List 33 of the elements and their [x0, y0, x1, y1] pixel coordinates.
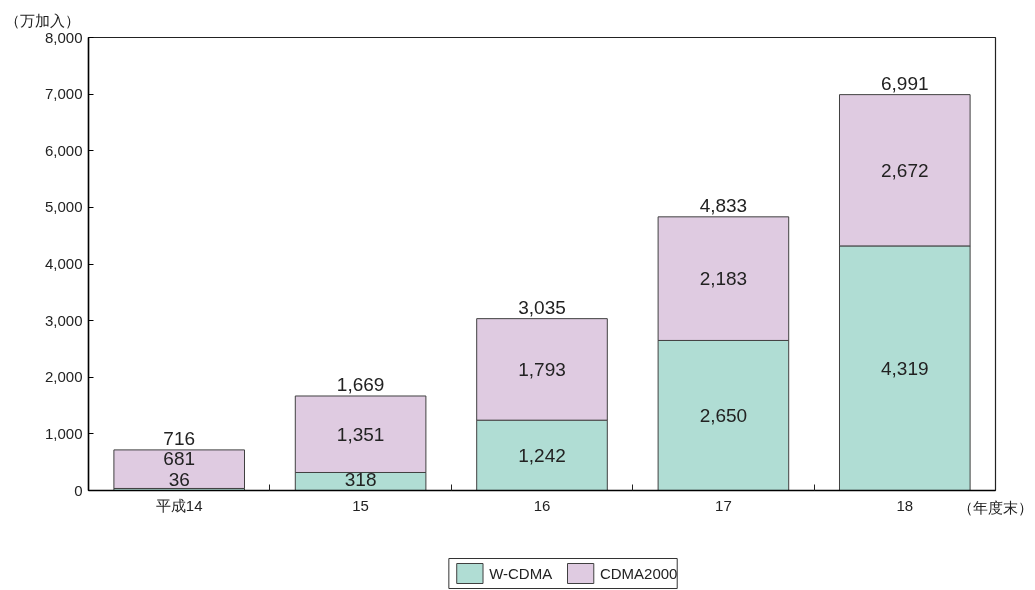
x-tick-label: 15 — [352, 496, 369, 514]
legend-label: W-CDMA — [489, 565, 553, 582]
y-tick-label: 7,000 — [44, 85, 83, 103]
total-label: 3,035 — [518, 296, 566, 318]
data-label: 1,793 — [518, 358, 566, 380]
x-axis-title: （年度末） — [958, 498, 1033, 516]
data-label: 1,351 — [336, 423, 385, 445]
y-tick-label: 1,000 — [44, 424, 83, 442]
total-label: 716 — [163, 427, 196, 449]
data-label: 2,672 — [881, 159, 929, 181]
data-label: 36 — [168, 468, 190, 490]
data-label: 1,242 — [518, 444, 566, 466]
x-tick-label: 16 — [533, 496, 551, 514]
y-tick-label: 2,000 — [44, 368, 83, 386]
total-label: 4,833 — [699, 194, 748, 216]
y-tick-label: 3,000 — [44, 311, 83, 329]
data-label: 4,319 — [881, 357, 929, 379]
x-tick-label: 18 — [896, 496, 914, 514]
total-label: 1,669 — [336, 373, 385, 395]
data-label: 2,183 — [699, 268, 748, 290]
total-label: 6,991 — [881, 72, 929, 94]
legend-label: CDMA2000 — [599, 565, 678, 582]
y-tick-label: 5,000 — [44, 198, 83, 216]
data-label: 318 — [344, 468, 377, 490]
data-label: 2,650 — [699, 404, 748, 426]
x-tick-label: 17 — [715, 496, 732, 514]
y-tick-label: 0 — [74, 481, 83, 499]
y-tick-label: 6,000 — [44, 141, 83, 159]
y-tick-label: 4,000 — [44, 255, 83, 272]
data-label: 681 — [163, 447, 196, 469]
y-tick-label: 8,000 — [44, 28, 83, 46]
y-axis-title: （万加入） — [4, 12, 80, 29]
x-tick-label: 平成14 — [155, 496, 203, 514]
